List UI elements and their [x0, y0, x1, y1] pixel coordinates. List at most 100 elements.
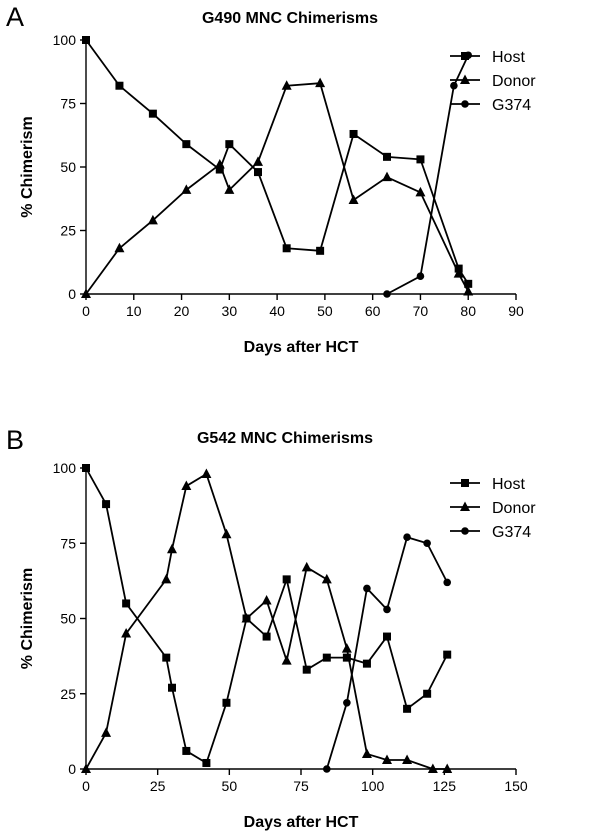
data-point-donor — [147, 214, 158, 225]
data-point-g374 — [443, 578, 452, 587]
data-point-host — [302, 665, 311, 674]
data-point-g374 — [464, 51, 473, 60]
data-point-donor — [181, 480, 192, 491]
legend-marker-donor — [460, 501, 470, 511]
data-point-host — [82, 464, 90, 472]
data-point-host — [383, 152, 391, 161]
chart-title: G542 MNC Chimerisms — [197, 430, 373, 447]
data-point-donor — [301, 561, 312, 572]
y-tick-label: 75 — [60, 96, 76, 112]
panel-letter-b: B — [6, 425, 24, 455]
data-point-host — [349, 129, 358, 138]
data-point-host — [102, 500, 111, 509]
chart-panel-b: G542 MNC Chimerisms 0 25 50 75 100 0 25 50 75 100 1… — [19, 430, 536, 831]
data-point-host — [316, 246, 325, 255]
data-point-g374 — [363, 584, 371, 593]
x-tick-label: 80 — [460, 303, 476, 319]
data-point-donor — [101, 727, 112, 737]
legend-label-g374: G374 — [492, 524, 531, 541]
data-point-donor — [167, 543, 177, 554]
chart-title: G490 MNC Chimerisms — [202, 10, 378, 27]
data-point-host — [115, 81, 124, 90]
data-point-donor — [121, 628, 132, 638]
data-point-host — [262, 632, 271, 641]
series-line-g374 — [386, 54, 470, 295]
data-point-g374 — [423, 539, 431, 548]
data-point-donor — [81, 288, 91, 298]
legend-label-host: Host — [492, 49, 525, 66]
x-tick-label: 40 — [269, 303, 285, 319]
data-point-donor — [81, 763, 91, 773]
data-point-donor — [321, 573, 332, 584]
x-tick-label: 30 — [222, 303, 238, 319]
data-point-host — [215, 165, 224, 174]
data-point-host — [362, 659, 371, 668]
data-point-g374 — [343, 698, 351, 707]
data-point-host — [342, 653, 351, 662]
legend-label-donor: Donor — [492, 500, 536, 517]
x-tick-label: 70 — [413, 303, 429, 319]
x-tick-label: 125 — [433, 778, 457, 794]
data-point-donor — [161, 573, 172, 584]
data-point-host — [182, 140, 191, 149]
data-point-host — [464, 279, 473, 288]
chart-panel-a: G490 MNC Chimerisms 0 25 50 75 100 0 10 20 30 40 50… — [19, 10, 536, 356]
x-tick-label: 75 — [293, 778, 309, 794]
data-point-host — [282, 575, 291, 584]
y-tick-label: 50 — [60, 159, 76, 175]
x-axis-label: Days after HCT — [244, 339, 359, 356]
data-point-donor — [442, 763, 453, 773]
data-point-host — [148, 109, 157, 118]
data-point-donor — [427, 763, 438, 773]
data-point-donor — [114, 242, 125, 253]
y-tick-label: 0 — [68, 286, 76, 302]
data-point-host — [162, 653, 171, 662]
data-point-donor — [463, 285, 474, 296]
data-point-g374 — [403, 533, 411, 542]
panel-letter-a: A — [6, 2, 24, 32]
data-point-donor — [348, 194, 359, 205]
x-tick-label: 60 — [365, 303, 381, 319]
data-point-host — [403, 704, 412, 713]
data-point-host — [168, 683, 176, 692]
data-point-donor — [253, 156, 263, 166]
y-tick-label: 25 — [60, 686, 76, 702]
data-point-donor — [281, 80, 292, 90]
y-tick-label: 100 — [53, 32, 77, 48]
data-point-host — [383, 632, 391, 641]
data-point-g374 — [383, 605, 391, 614]
y-tick-label: 50 — [60, 611, 76, 627]
data-point-host — [443, 650, 452, 659]
y-tick-label: 25 — [60, 223, 76, 239]
data-point-host — [282, 244, 291, 253]
data-point-host — [222, 698, 231, 707]
data-point-donor — [214, 158, 225, 169]
data-point-donor — [402, 754, 413, 764]
series-line-host — [85, 39, 469, 285]
data-point-donor — [315, 77, 326, 88]
data-point-host — [416, 155, 425, 164]
x-tick-label: 150 — [504, 778, 528, 794]
data-point-donor — [341, 643, 352, 653]
data-point-donor — [453, 268, 464, 278]
data-point-host — [322, 653, 331, 662]
data-point-donor — [415, 186, 426, 197]
y-axis-label: % Chimerism — [19, 116, 36, 217]
x-tick-label: 50 — [317, 303, 333, 319]
y-tick-label: 100 — [53, 460, 77, 476]
legend-label-g374: G374 — [492, 97, 531, 114]
x-tick-label: 50 — [222, 778, 238, 794]
data-point-host — [122, 599, 131, 608]
data-point-donor — [382, 754, 392, 764]
data-point-donor — [221, 528, 232, 539]
legend-label-host: Host — [492, 476, 525, 493]
x-tick-label: 90 — [508, 303, 524, 319]
y-tick-label: 75 — [60, 535, 76, 551]
x-tick-label: 0 — [82, 303, 90, 319]
data-point-host — [254, 168, 262, 177]
x-tick-label: 25 — [150, 778, 166, 794]
data-point-g374 — [383, 290, 391, 298]
x-tick-label: 20 — [174, 303, 190, 319]
legend-marker-g374 — [461, 527, 469, 535]
